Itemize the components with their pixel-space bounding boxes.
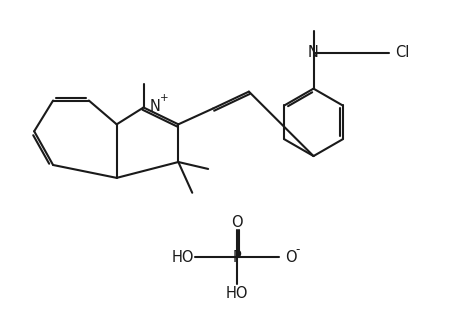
- Text: +: +: [160, 93, 169, 103]
- Text: -: -: [296, 243, 300, 256]
- Text: O: O: [231, 215, 243, 230]
- Text: N: N: [308, 45, 319, 60]
- Text: N: N: [150, 99, 160, 114]
- Text: HO: HO: [226, 286, 248, 301]
- Text: Cl: Cl: [395, 45, 409, 60]
- Text: HO: HO: [172, 250, 194, 265]
- Text: O: O: [285, 250, 296, 265]
- Text: P: P: [232, 250, 241, 265]
